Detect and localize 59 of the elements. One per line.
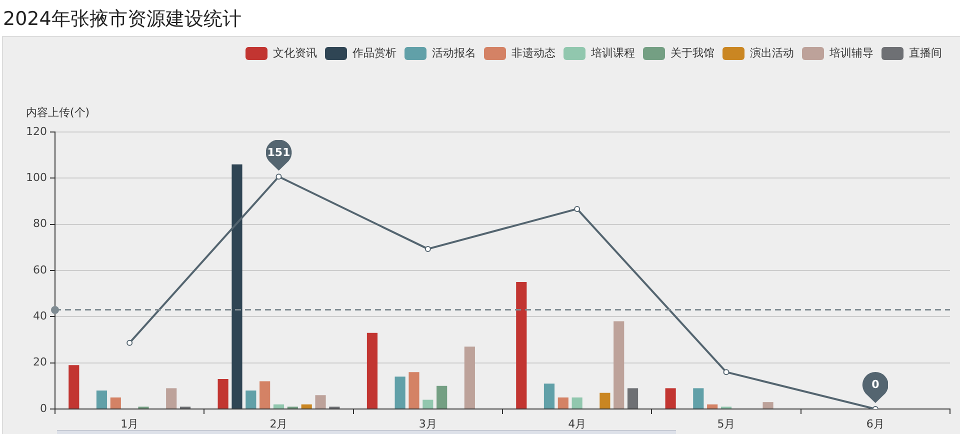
y-tick-label: 0 xyxy=(40,402,47,415)
bar xyxy=(232,164,242,408)
point xyxy=(723,369,730,376)
bar xyxy=(693,388,704,408)
legend-label: 培训辅导 xyxy=(828,46,874,60)
x-tick-label: 5月 xyxy=(717,417,736,430)
y-axis-title: 内容上传(个) xyxy=(26,106,90,119)
bar xyxy=(273,404,284,408)
point xyxy=(574,206,580,212)
x-tick-label: 6月 xyxy=(866,417,884,430)
y-tick-label: 80 xyxy=(33,217,47,230)
bar xyxy=(614,321,624,408)
legend-label: 活动报名 xyxy=(432,46,476,60)
bar xyxy=(246,390,256,408)
bar xyxy=(315,395,326,408)
bar xyxy=(707,404,718,408)
legend-label: 直播间 xyxy=(909,46,942,60)
bar xyxy=(627,388,638,408)
bar xyxy=(394,376,406,408)
point xyxy=(424,246,431,252)
data-label: 0 xyxy=(872,378,880,391)
bar xyxy=(96,390,108,408)
bar xyxy=(762,402,774,408)
y-tick-label: 100 xyxy=(26,171,47,184)
point xyxy=(276,174,282,180)
bar xyxy=(600,392,610,408)
bar xyxy=(422,400,434,408)
y-tick-label: 120 xyxy=(26,124,47,138)
x-tick-label: 4月 xyxy=(568,417,586,430)
bar xyxy=(218,378,228,408)
y-tick-label: 60 xyxy=(33,263,47,276)
bar xyxy=(68,365,80,408)
bar xyxy=(516,282,527,408)
x-tick-label: 2月 xyxy=(270,417,288,430)
bar xyxy=(301,404,312,408)
bar xyxy=(558,397,568,408)
bar xyxy=(572,397,582,408)
chart-title: 2024年张掖市资源建设统计 xyxy=(3,7,242,32)
y-tick-label: 40 xyxy=(33,310,47,323)
bar xyxy=(110,397,121,408)
x-tick-label: 3月 xyxy=(418,417,437,430)
x-tick-label: 1月 xyxy=(120,417,139,430)
data-label: 151 xyxy=(267,146,290,159)
legend-label: 关于我馆 xyxy=(670,46,714,60)
y-tick-label: 20 xyxy=(33,356,47,369)
bar xyxy=(166,388,177,408)
bar xyxy=(366,332,378,408)
legend-label: 非遗动态 xyxy=(512,46,556,60)
bar xyxy=(665,388,676,408)
legend-label: 文化资讯 xyxy=(273,46,317,60)
legend-label: 演出活动 xyxy=(750,46,794,60)
legend-label: 培训课程 xyxy=(590,46,635,60)
bar xyxy=(436,386,448,408)
bar xyxy=(544,384,555,408)
bar xyxy=(260,381,270,408)
legend-label: 作品赏析 xyxy=(352,46,396,60)
point xyxy=(126,340,133,346)
bar xyxy=(464,346,475,408)
bar xyxy=(408,372,420,408)
